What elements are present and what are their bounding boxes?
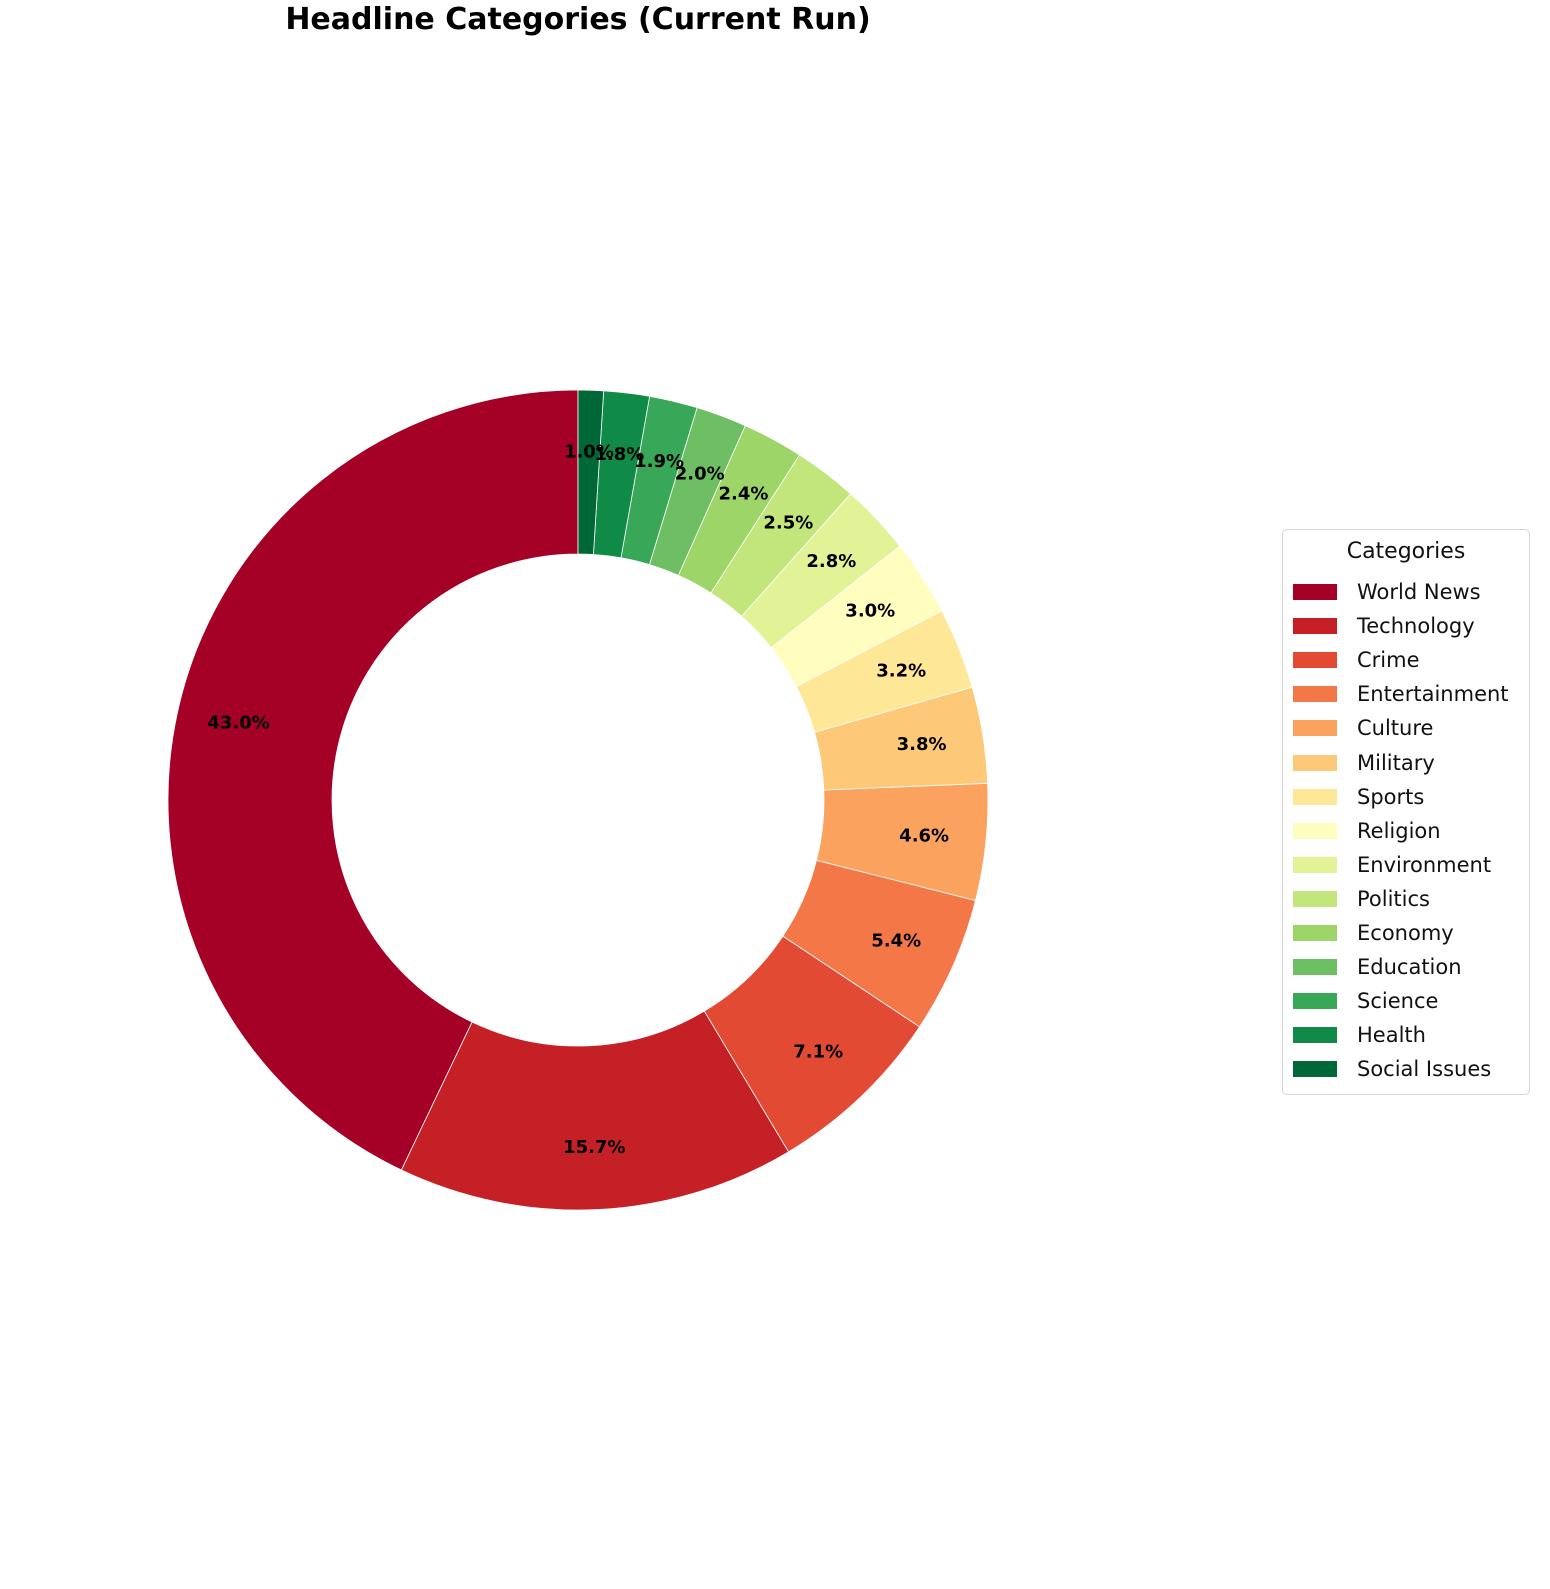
legend-swatch <box>1293 925 1337 941</box>
legend-item-health: Health <box>1293 1021 1426 1049</box>
slice-label-military: 3.8% <box>897 734 947 755</box>
legend-label: Social Issues <box>1357 1057 1492 1082</box>
legend-label: Economy <box>1357 921 1454 945</box>
donut-slices <box>167 389 989 1211</box>
slice-label-social-issues: 1.0% <box>564 442 614 463</box>
chart-title: Headline Categories (Current Run) <box>285 2 871 37</box>
slice-label-health: 1.8% <box>594 444 644 465</box>
legend-swatch <box>1293 1061 1337 1078</box>
legend-swatch <box>1293 686 1337 703</box>
slice-label-economy: 2.4% <box>718 483 768 504</box>
legend-label: World News <box>1357 580 1481 604</box>
legend-label: Crime <box>1357 648 1420 673</box>
slice-world-news <box>167 389 579 1171</box>
legend-swatch <box>1293 856 1337 873</box>
legend-item-education: Education <box>1293 953 1462 981</box>
legend-item-crime: Crime <box>1293 646 1420 674</box>
legend-item-military: Military <box>1293 749 1435 777</box>
legend-item-entertainment: Entertainment <box>1293 680 1509 708</box>
legend-title: Categories <box>1346 539 1466 564</box>
slice-label-sports: 3.2% <box>876 661 926 682</box>
slice-social-issues <box>577 389 605 555</box>
slice-technology <box>400 1010 790 1211</box>
slice-label-culture: 4.6% <box>899 825 949 846</box>
legend-label: Politics <box>1357 886 1430 911</box>
legend-label: Environment <box>1357 852 1492 877</box>
legend-label: Education <box>1357 955 1462 980</box>
legend-label: Health <box>1357 1023 1426 1048</box>
slice-label-world-news: 43.0% <box>207 713 269 734</box>
legend-item-culture: Culture <box>1293 714 1433 742</box>
legend-item-world-news: World News <box>1293 578 1481 606</box>
legend-label: Science <box>1357 989 1439 1014</box>
slice-label-technology: 15.7% <box>563 1137 625 1158</box>
legend: Categories World News Technology Crime Ente… <box>1282 529 1530 1095</box>
legend-swatch <box>1293 1027 1337 1044</box>
legend-swatch <box>1293 754 1337 771</box>
legend-swatch <box>1293 584 1337 600</box>
legend-item-science: Science <box>1293 987 1438 1015</box>
legend-label: Military <box>1357 750 1435 775</box>
legend-swatch <box>1293 890 1337 907</box>
legend-item-religion: Religion <box>1293 817 1441 845</box>
legend-item-sports: Sports <box>1293 783 1424 811</box>
slice-label-entertainment: 5.4% <box>871 930 921 951</box>
slice-label-crime: 7.1% <box>793 1041 843 1062</box>
legend-item-economy: Economy <box>1293 919 1454 947</box>
slice-label-religion: 3.0% <box>845 601 895 622</box>
legend-item-environment: Environment <box>1293 851 1491 879</box>
slice-labels: 43.0% 15.7% 7.1% 5.4% 4.6% 3.8% 3.2% 3.0% 2.8% 2.… <box>207 442 949 1158</box>
donut-chart: 43.0% 15.7% 7.1% 5.4% 4.6% 3.8% 3.2% 3.0% 2.8% 2.… <box>167 389 989 1211</box>
legend-label: Technology <box>1357 614 1475 639</box>
legend-swatch <box>1293 959 1337 976</box>
legend-item-technology: Technology <box>1293 612 1475 640</box>
legend-swatch <box>1293 788 1337 805</box>
slice-label-politics: 2.5% <box>763 512 813 533</box>
legend-label: Entertainment <box>1357 682 1509 707</box>
slice-label-environment: 2.8% <box>806 551 856 572</box>
legend-label: Culture <box>1357 716 1434 741</box>
legend-swatch <box>1293 993 1337 1010</box>
legend-swatch <box>1293 720 1337 737</box>
legend-item-social-issues: Social Issues <box>1293 1055 1491 1083</box>
slice-label-science: 1.9% <box>634 451 684 472</box>
legend-swatch <box>1293 822 1337 839</box>
legend-label: Sports <box>1357 784 1425 809</box>
legend-swatch <box>1293 618 1337 635</box>
legend-item-politics: Politics <box>1293 885 1430 913</box>
slice-label-education: 2.0% <box>675 463 725 484</box>
legend-label: Religion <box>1357 818 1441 843</box>
legend-swatch <box>1293 652 1337 669</box>
